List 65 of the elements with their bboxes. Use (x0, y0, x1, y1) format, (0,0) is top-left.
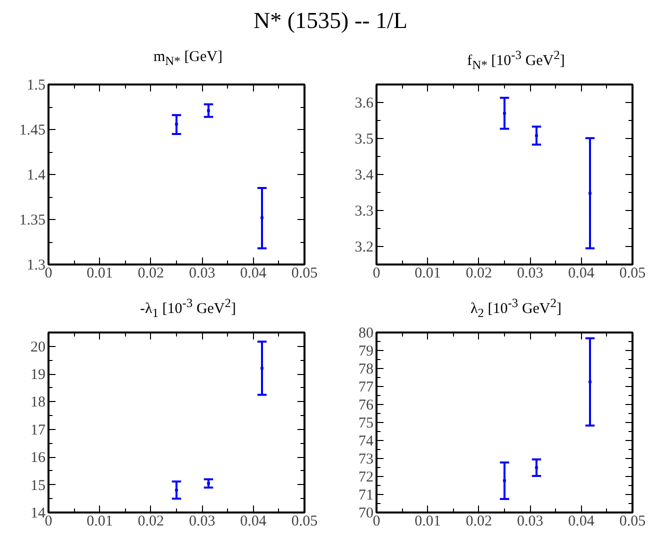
y-tick-label: 19 (30, 367, 46, 384)
x-tick-label: 0.01 (414, 266, 441, 282)
y-tick-label: 76 (358, 398, 374, 414)
chart-title: f$_{N*}$ [10$^{-3}$ GeV$^{2}$] (466, 47, 566, 74)
chart-title: m$_{N*}$ [GeV] (152, 48, 224, 70)
y-tick-label: 1.5 (26, 78, 46, 94)
y-tick-label: 78 (358, 362, 374, 378)
y-tick-label: 1.3 (26, 258, 46, 274)
y-tick-label: 14 (30, 506, 46, 522)
x-tick-label: 0 (44, 514, 52, 530)
y-tick-label: 3.2 (354, 240, 374, 256)
x-tick-label: 0.05 (291, 514, 318, 530)
chart-title: λ$_{2}$ [10$^{-3}$ GeV$^{2}$] (469, 295, 563, 322)
y-tick-label: 1.4 (26, 168, 46, 184)
x-tick-label: 0.03 (516, 514, 544, 530)
x-tick-label: 0.02 (466, 266, 492, 282)
point (535, 134, 538, 138)
y-tick-label: 17 (30, 422, 46, 438)
y-tick-label: 71 (358, 488, 374, 504)
y-tick-label: 75 (358, 416, 374, 432)
x-tick-label: 0 (372, 514, 380, 530)
point (207, 482, 210, 485)
point (503, 112, 506, 115)
x-tick-label: 0.05 (291, 266, 318, 282)
x-tick-label: 0.04 (568, 266, 595, 282)
y-tick-label: 18 (30, 394, 46, 411)
y-tick-label: 77 (358, 380, 374, 396)
point (175, 488, 178, 492)
x-tick-label: 0 (372, 266, 380, 282)
x-tick-label: 0.04 (568, 514, 595, 530)
x-tick-label: 0.02 (138, 514, 164, 530)
chart-title: -λ$_{1}$ [10$^{-3}$ GeV$^{2}$] (138, 295, 238, 322)
point (175, 122, 178, 126)
y-tick-label: 72 (358, 470, 374, 486)
x-tick-label: 0.01 (86, 266, 113, 282)
y-tick-label: 74 (358, 434, 374, 450)
x-tick-label: 0.01 (414, 514, 441, 530)
point (207, 109, 210, 112)
x-tick-label: 0.01 (86, 514, 113, 530)
y-tick-label: 3.5 (354, 132, 374, 148)
x-tick-label: 0.03 (188, 514, 216, 530)
y-tick-label: 73 (358, 452, 374, 468)
y-tick-label: 16 (30, 450, 46, 466)
point (503, 479, 506, 482)
text: N* (1535) -- 1/L (252, 7, 408, 35)
point (535, 466, 538, 470)
y-tick-label: 80 (358, 326, 374, 342)
x-tick-label: 0.05 (619, 266, 646, 282)
x-tick-label: 0 (44, 266, 52, 282)
x-tick-label: 0.05 (619, 514, 646, 530)
x-tick-label: 0.04 (240, 514, 267, 530)
y-tick-label: 1.35 (19, 212, 46, 228)
y-tick-label: 1.45 (19, 122, 46, 138)
y-tick-label: 70 (358, 506, 374, 522)
x-tick-label: 0.02 (138, 266, 164, 282)
y-tick-label: 3.3 (354, 204, 374, 220)
y-tick-label: 3.4 (354, 168, 374, 184)
x-tick-label: 0.03 (516, 266, 544, 282)
y-tick-label: 20 (30, 339, 46, 356)
x-tick-label: 0.04 (240, 266, 267, 282)
x-tick-label: 0.03 (188, 266, 216, 282)
y-tick-label: 79 (358, 344, 374, 360)
x-tick-label: 0.02 (466, 514, 492, 530)
y-tick-label: 15 (30, 478, 46, 494)
y-tick-label: 3.6 (354, 96, 374, 112)
